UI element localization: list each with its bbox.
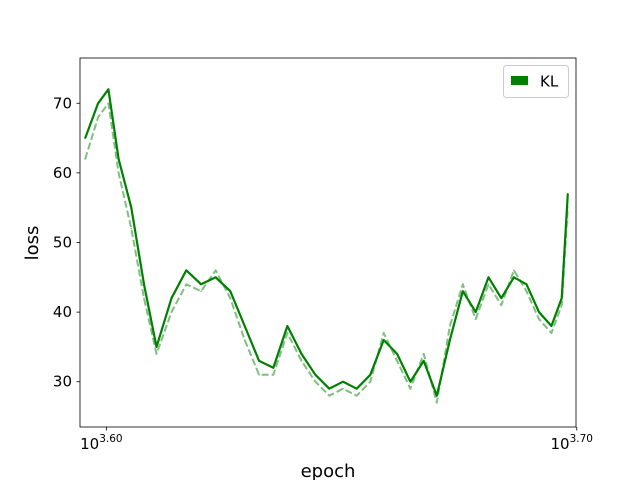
data-point	[449, 325, 451, 327]
data-point	[130, 206, 133, 209]
data-point	[258, 374, 260, 376]
data-point	[97, 102, 99, 105]
data-point	[185, 283, 188, 286]
legend-swatch-kl	[511, 76, 528, 85]
data-point	[328, 394, 331, 397]
data-point	[474, 311, 477, 313]
data-point	[474, 318, 477, 320]
data-point	[560, 297, 563, 300]
data-point	[550, 332, 553, 334]
data-point	[369, 374, 372, 376]
data-point	[567, 193, 569, 195]
data-point	[286, 332, 289, 334]
data-point	[117, 158, 120, 160]
data-point	[382, 339, 385, 341]
data-point	[550, 325, 553, 327]
series-shadow-1	[84, 102, 569, 404]
data-point	[513, 269, 515, 272]
data-point	[449, 339, 451, 341]
data-point	[342, 387, 344, 390]
data-point	[500, 304, 503, 307]
data-point	[525, 283, 528, 286]
data-point	[117, 172, 120, 174]
data-point	[513, 276, 515, 279]
data-point	[214, 276, 217, 279]
data-point	[396, 353, 398, 355]
data-point	[314, 374, 317, 376]
data-point	[155, 346, 158, 348]
series-line-1	[84, 102, 569, 404]
data-point	[409, 387, 412, 390]
data-point	[487, 276, 490, 279]
data-point	[369, 380, 372, 383]
y-tick-label: 70	[53, 94, 72, 112]
data-point	[525, 290, 528, 293]
data-point	[143, 283, 145, 286]
data-point	[422, 353, 425, 355]
data-point	[487, 283, 490, 286]
data-point	[462, 290, 464, 293]
data-point	[382, 332, 385, 334]
data-point	[229, 297, 232, 300]
data-point	[243, 325, 246, 327]
data-point	[200, 283, 202, 286]
data-point	[214, 269, 217, 272]
data-point	[170, 297, 173, 300]
data-point	[560, 304, 563, 307]
legend: KL	[503, 65, 569, 98]
data-point	[272, 367, 275, 369]
data-point	[355, 394, 358, 397]
data-point	[286, 325, 289, 327]
y-tick-label: 30	[53, 373, 72, 391]
plot-area	[84, 88, 569, 404]
data-point	[272, 374, 275, 376]
data-point	[84, 158, 86, 160]
data-point	[342, 380, 344, 383]
data-point	[300, 360, 303, 362]
series-line-0	[84, 88, 569, 397]
legend-frame	[503, 65, 569, 98]
data-point	[538, 311, 540, 313]
data-point	[355, 387, 358, 390]
x-tick-label: 103.60	[80, 433, 122, 453]
data-point	[143, 297, 145, 300]
data-point	[107, 88, 110, 91]
y-axis-label: loss	[22, 226, 43, 261]
data-point	[185, 269, 188, 272]
data-point	[84, 137, 86, 139]
x-axis-label: epoch	[301, 461, 356, 480]
data-point	[97, 116, 99, 118]
data-point	[200, 290, 202, 293]
data-point	[130, 227, 133, 230]
data-point	[538, 318, 540, 320]
data-point	[170, 311, 173, 313]
data-point	[436, 394, 438, 397]
legend-label-kl: KL	[540, 73, 559, 91]
series-kl	[84, 88, 569, 397]
y-tick-label: 40	[53, 303, 72, 321]
data-point	[300, 353, 303, 355]
data-point	[155, 353, 158, 355]
data-point	[422, 360, 425, 362]
x-tick-label: 103.70	[551, 433, 593, 453]
data-point	[258, 360, 260, 362]
data-point	[462, 283, 464, 286]
y-tick-label: 50	[53, 234, 72, 252]
data-point	[314, 380, 317, 383]
data-point	[107, 102, 110, 105]
data-point	[409, 380, 412, 383]
data-point	[396, 360, 398, 362]
data-point	[436, 401, 438, 404]
data-point	[500, 297, 503, 300]
y-tick-label: 60	[53, 164, 72, 182]
data-point	[243, 339, 246, 341]
ticks: 30 40 50 60 70 103.60 103.70	[53, 94, 593, 453]
data-point	[229, 290, 232, 293]
data-point	[328, 387, 331, 390]
